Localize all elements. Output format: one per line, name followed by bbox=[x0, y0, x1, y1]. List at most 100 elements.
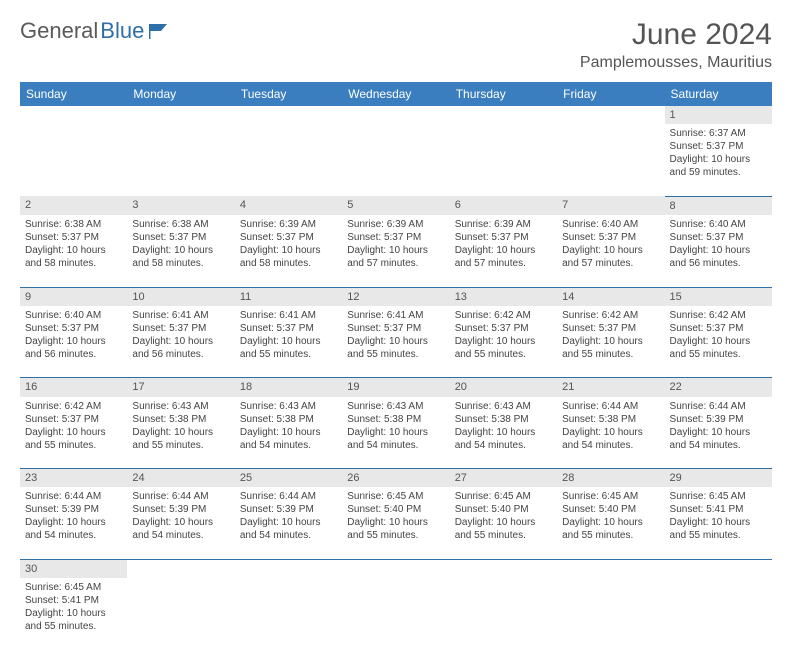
daylight-line: Daylight: 10 hours and 54 minutes. bbox=[347, 426, 444, 452]
day-info-cell: Sunrise: 6:44 AMSunset: 5:39 PMDaylight:… bbox=[20, 487, 127, 559]
day-header: Sunday bbox=[20, 82, 127, 106]
sunrise-line: Sunrise: 6:44 AM bbox=[240, 490, 337, 503]
day-number-cell bbox=[665, 559, 772, 578]
page-title: June 2024 bbox=[580, 18, 772, 52]
day-number-cell: 10 bbox=[127, 287, 234, 306]
sunrise-line: Sunrise: 6:43 AM bbox=[455, 400, 552, 413]
sunset-line: Sunset: 5:37 PM bbox=[670, 231, 767, 244]
day-info-cell: Sunrise: 6:45 AMSunset: 5:41 PMDaylight:… bbox=[20, 578, 127, 650]
sunset-line: Sunset: 5:37 PM bbox=[25, 231, 122, 244]
day-info-cell bbox=[127, 578, 234, 650]
sunrise-line: Sunrise: 6:43 AM bbox=[240, 400, 337, 413]
daylight-line: Daylight: 10 hours and 55 minutes. bbox=[132, 426, 229, 452]
day-info-cell: Sunrise: 6:45 AMSunset: 5:40 PMDaylight:… bbox=[342, 487, 449, 559]
daylight-line: Daylight: 10 hours and 58 minutes. bbox=[132, 244, 229, 270]
sunrise-line: Sunrise: 6:44 AM bbox=[670, 400, 767, 413]
daylight-line: Daylight: 10 hours and 59 minutes. bbox=[670, 153, 767, 179]
daylight-line: Daylight: 10 hours and 54 minutes. bbox=[670, 426, 767, 452]
day-number-cell bbox=[557, 559, 664, 578]
daylight-line: Daylight: 10 hours and 55 minutes. bbox=[25, 607, 122, 633]
day-number-cell: 25 bbox=[235, 469, 342, 488]
sunset-line: Sunset: 5:38 PM bbox=[347, 413, 444, 426]
sunrise-line: Sunrise: 6:41 AM bbox=[347, 309, 444, 322]
daylight-line: Daylight: 10 hours and 57 minutes. bbox=[562, 244, 659, 270]
location: Pamplemousses, Mauritius bbox=[580, 54, 772, 72]
day-info-cell: Sunrise: 6:45 AMSunset: 5:40 PMDaylight:… bbox=[450, 487, 557, 559]
daynum-row: 1 bbox=[20, 106, 772, 124]
day-number-cell bbox=[450, 559, 557, 578]
sunset-line: Sunset: 5:37 PM bbox=[132, 322, 229, 335]
day-number-cell: 6 bbox=[450, 196, 557, 215]
sunrise-line: Sunrise: 6:45 AM bbox=[562, 490, 659, 503]
sunrise-line: Sunrise: 6:41 AM bbox=[240, 309, 337, 322]
sunset-line: Sunset: 5:37 PM bbox=[132, 231, 229, 244]
daylight-line: Daylight: 10 hours and 58 minutes. bbox=[240, 244, 337, 270]
day-number-cell: 27 bbox=[450, 469, 557, 488]
header: General Blue June 2024 Pamplemousses, Ma… bbox=[20, 18, 772, 72]
day-number-cell: 28 bbox=[557, 469, 664, 488]
daylight-line: Daylight: 10 hours and 57 minutes. bbox=[455, 244, 552, 270]
day-number-cell: 13 bbox=[450, 287, 557, 306]
sunrise-line: Sunrise: 6:41 AM bbox=[132, 309, 229, 322]
daylight-line: Daylight: 10 hours and 55 minutes. bbox=[240, 335, 337, 361]
logo: General Blue bbox=[20, 18, 171, 44]
sunset-line: Sunset: 5:37 PM bbox=[670, 322, 767, 335]
info-row: Sunrise: 6:37 AMSunset: 5:37 PMDaylight:… bbox=[20, 124, 772, 196]
day-info-cell: Sunrise: 6:43 AMSunset: 5:38 PMDaylight:… bbox=[127, 397, 234, 469]
info-row: Sunrise: 6:40 AMSunset: 5:37 PMDaylight:… bbox=[20, 306, 772, 378]
day-info-cell: Sunrise: 6:42 AMSunset: 5:37 PMDaylight:… bbox=[665, 306, 772, 378]
day-number-cell: 14 bbox=[557, 287, 664, 306]
day-info-cell: Sunrise: 6:39 AMSunset: 5:37 PMDaylight:… bbox=[235, 215, 342, 287]
day-number-cell: 18 bbox=[235, 378, 342, 397]
day-info-cell: Sunrise: 6:41 AMSunset: 5:37 PMDaylight:… bbox=[235, 306, 342, 378]
sunrise-line: Sunrise: 6:37 AM bbox=[670, 127, 767, 140]
day-number-cell bbox=[342, 559, 449, 578]
daylight-line: Daylight: 10 hours and 55 minutes. bbox=[455, 335, 552, 361]
day-info-cell: Sunrise: 6:39 AMSunset: 5:37 PMDaylight:… bbox=[342, 215, 449, 287]
sunrise-line: Sunrise: 6:45 AM bbox=[25, 581, 122, 594]
sunrise-line: Sunrise: 6:40 AM bbox=[562, 218, 659, 231]
sunset-line: Sunset: 5:37 PM bbox=[240, 322, 337, 335]
day-number-cell: 7 bbox=[557, 196, 664, 215]
daylight-line: Daylight: 10 hours and 54 minutes. bbox=[25, 516, 122, 542]
day-info-cell: Sunrise: 6:38 AMSunset: 5:37 PMDaylight:… bbox=[127, 215, 234, 287]
day-number-cell bbox=[342, 106, 449, 124]
day-number-cell bbox=[450, 106, 557, 124]
sunrise-line: Sunrise: 6:38 AM bbox=[25, 218, 122, 231]
day-header: Wednesday bbox=[342, 82, 449, 106]
sunrise-line: Sunrise: 6:39 AM bbox=[240, 218, 337, 231]
day-info-cell bbox=[665, 578, 772, 650]
daylight-line: Daylight: 10 hours and 58 minutes. bbox=[25, 244, 122, 270]
day-number-cell: 22 bbox=[665, 378, 772, 397]
day-info-cell: Sunrise: 6:45 AMSunset: 5:40 PMDaylight:… bbox=[557, 487, 664, 559]
day-info-cell: Sunrise: 6:40 AMSunset: 5:37 PMDaylight:… bbox=[665, 215, 772, 287]
day-header: Tuesday bbox=[235, 82, 342, 106]
day-info-cell: Sunrise: 6:40 AMSunset: 5:37 PMDaylight:… bbox=[557, 215, 664, 287]
day-info-cell: Sunrise: 6:39 AMSunset: 5:37 PMDaylight:… bbox=[450, 215, 557, 287]
sunrise-line: Sunrise: 6:43 AM bbox=[132, 400, 229, 413]
day-number-cell: 11 bbox=[235, 287, 342, 306]
day-info-cell bbox=[450, 124, 557, 196]
sunset-line: Sunset: 5:39 PM bbox=[670, 413, 767, 426]
sunrise-line: Sunrise: 6:39 AM bbox=[455, 218, 552, 231]
day-number-cell: 21 bbox=[557, 378, 664, 397]
day-info-cell: Sunrise: 6:43 AMSunset: 5:38 PMDaylight:… bbox=[450, 397, 557, 469]
sunset-line: Sunset: 5:38 PM bbox=[132, 413, 229, 426]
day-number-cell bbox=[127, 559, 234, 578]
sunset-line: Sunset: 5:39 PM bbox=[25, 503, 122, 516]
day-info-cell bbox=[235, 124, 342, 196]
day-info-cell bbox=[235, 578, 342, 650]
day-info-cell: Sunrise: 6:43 AMSunset: 5:38 PMDaylight:… bbox=[235, 397, 342, 469]
day-number-cell: 2 bbox=[20, 196, 127, 215]
day-header: Thursday bbox=[450, 82, 557, 106]
day-number-cell: 20 bbox=[450, 378, 557, 397]
daylight-line: Daylight: 10 hours and 56 minutes. bbox=[25, 335, 122, 361]
day-info-cell: Sunrise: 6:37 AMSunset: 5:37 PMDaylight:… bbox=[665, 124, 772, 196]
sunrise-line: Sunrise: 6:43 AM bbox=[347, 400, 444, 413]
sunset-line: Sunset: 5:37 PM bbox=[562, 231, 659, 244]
day-info-cell bbox=[557, 124, 664, 196]
daylight-line: Daylight: 10 hours and 55 minutes. bbox=[562, 516, 659, 542]
sunrise-line: Sunrise: 6:45 AM bbox=[347, 490, 444, 503]
daynum-row: 16171819202122 bbox=[20, 378, 772, 397]
title-block: June 2024 Pamplemousses, Mauritius bbox=[580, 18, 772, 72]
